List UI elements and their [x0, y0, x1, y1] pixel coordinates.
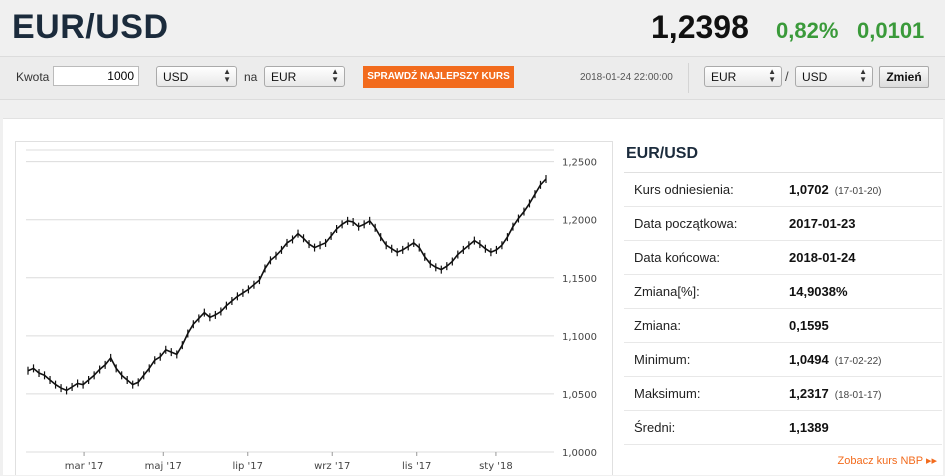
y-tick-label: 1,2000 [562, 216, 597, 227]
nbp-rate-link[interactable]: Zobacz kurs NBP ▸▸ [837, 455, 937, 467]
converter-toolbar: Kwota USD ▲▼ na EUR ▲▼ SPRAWDŹ NAJLEPSZY… [0, 56, 945, 100]
info-row-date: (17-02-22) [834, 356, 882, 367]
info-row: Zmiana: 0,1595 [624, 309, 942, 343]
change-pair-button[interactable]: Zmień [879, 66, 929, 88]
info-row-value: 1,0702 (17-01-20) [789, 182, 881, 197]
info-row-label: Kurs odniesienia: [634, 182, 734, 197]
info-row-value-text: 1,1389 [789, 420, 829, 435]
info-row-value-text: 1,0494 [789, 352, 829, 367]
info-row: Maksimum: 1,2317 (18-01-17) [624, 377, 942, 411]
select-arrows-icon: ▲ ▼ [768, 67, 776, 84]
content-panel: 1,0000 1,0500 1,1000 1,1500 1,2000 1,2500 mar … [3, 118, 943, 475]
current-price: 1,2398 [651, 9, 749, 45]
info-row-value: 1,1389 [789, 420, 829, 435]
base-currency-value: EUR [711, 70, 737, 84]
info-row-value: 2017-01-23 [789, 216, 856, 231]
from-currency-select[interactable]: USD ▲ ▼ [156, 66, 237, 87]
info-row-value: 1,0494 (17-02-22) [789, 352, 881, 367]
info-row-date: (18-01-17) [834, 390, 882, 401]
info-row-value-text: 14,9038% [789, 284, 848, 299]
from-currency-value: USD [163, 70, 189, 84]
best-rate-button[interactable]: SPRAWDŹ NAJLEPSZY KURS [363, 66, 514, 88]
x-tick-label: wrz '17 [314, 461, 350, 472]
x-tick-label: lip '17 [232, 461, 263, 472]
price-chart: 1,0000 1,0500 1,1000 1,1500 1,2000 1,2500 mar … [26, 149, 597, 472]
x-tick-label: lis '17 [402, 461, 431, 472]
y-tick-label: 1,2500 [562, 158, 597, 169]
info-row-value-text: 1,2317 [789, 386, 829, 401]
info-row-value-text: 2017-01-23 [789, 216, 856, 231]
info-row-label: Minimum: [634, 352, 691, 367]
info-row: Minimum: 1,0494 (17-02-22) [624, 343, 942, 377]
x-tick-label: sty '18 [479, 461, 513, 472]
quote-currency-select[interactable]: USD ▲ ▼ [795, 66, 873, 87]
info-panel-title: EUR/USD [624, 141, 942, 173]
select-arrows-icon: ▲ ▼ [223, 67, 231, 84]
divider [688, 63, 689, 93]
chart-container: 1,0000 1,0500 1,1000 1,1500 1,2000 1,2500 mar … [15, 141, 613, 475]
to-currency-value: EUR [271, 70, 297, 84]
info-panel: EUR/USD Kurs odniesienia: 1,0702 (17-01-20… [624, 141, 942, 445]
info-row: Data początkowa: 2017-01-23 [624, 207, 942, 241]
base-currency-select[interactable]: EUR ▲ ▼ [704, 66, 782, 87]
change-percent: 0,82% [776, 18, 839, 43]
to-currency-select[interactable]: EUR ▲ ▼ [264, 66, 345, 87]
select-arrows-icon: ▲ ▼ [859, 67, 867, 84]
info-row-value: 0,1595 [789, 318, 829, 333]
change-absolute: 0,0101 [857, 18, 925, 43]
info-row-value: 14,9038% [789, 284, 848, 299]
info-row-value-text: 0,1595 [789, 318, 829, 333]
y-tick-label: 1,0000 [562, 448, 597, 459]
amount-label: Kwota [16, 70, 50, 84]
info-row-label: Średni: [634, 420, 676, 435]
info-row: Średni: 1,1389 [624, 411, 942, 445]
to-label: na [244, 70, 258, 84]
info-row: Zmiana[%]: 14,9038% [624, 275, 942, 309]
info-row-value-text: 1,0702 [789, 182, 829, 197]
x-tick-label: maj '17 [145, 461, 182, 472]
x-tick-label: mar '17 [65, 461, 104, 472]
info-rows: Kurs odniesienia: 1,0702 (17-01-20) Data po… [624, 173, 942, 445]
pair-separator: / [785, 69, 789, 84]
rate-timestamp: 2018-01-24 22:00:00 [580, 72, 673, 83]
y-tick-label: 1,0500 [562, 390, 597, 401]
page-title: EUR/USD [12, 8, 169, 46]
info-row-label: Zmiana: [634, 318, 681, 333]
info-row-label: Data początkowa: [634, 216, 738, 231]
y-tick-label: 1,1500 [562, 274, 597, 285]
info-row-label: Data końcowa: [634, 250, 720, 265]
amount-input[interactable] [53, 66, 139, 86]
y-tick-label: 1,1000 [562, 332, 597, 343]
select-arrows-icon: ▲ ▼ [331, 67, 339, 84]
info-row-value: 2018-01-24 [789, 250, 856, 265]
info-row-value: 1,2317 (18-01-17) [789, 386, 881, 401]
info-row: Kurs odniesienia: 1,0702 (17-01-20) [624, 173, 942, 207]
header: EUR/USD 1,2398 0,82% 0,0101 [0, 0, 945, 56]
info-row-label: Zmiana[%]: [634, 284, 700, 299]
info-row-date: (17-01-20) [834, 186, 882, 197]
quote-currency-value: USD [802, 70, 828, 84]
info-row-label: Maksimum: [634, 386, 701, 401]
info-row-value-text: 2018-01-24 [789, 250, 856, 265]
price-series-line [27, 178, 547, 392]
info-row: Data końcowa: 2018-01-24 [624, 241, 942, 275]
